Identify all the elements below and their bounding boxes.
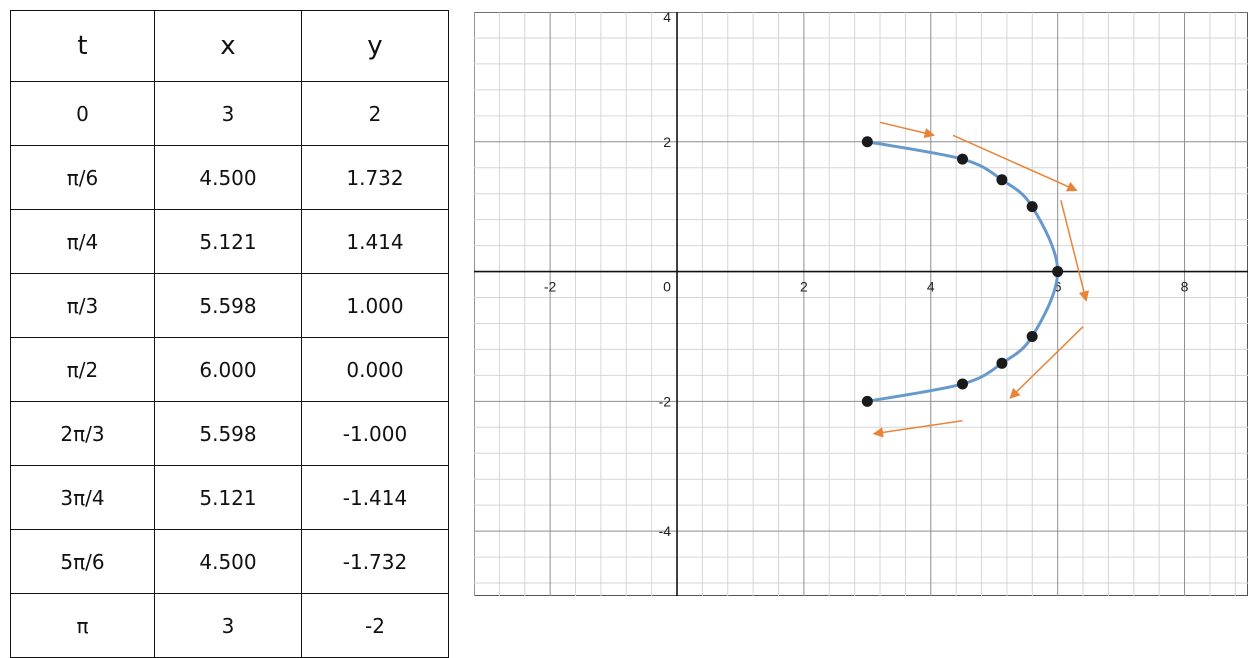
cell-t: π/3	[10, 273, 155, 338]
table-header-row: t x y	[10, 10, 449, 82]
cell-x: 5.121	[154, 209, 302, 274]
cell-t: π/6	[10, 145, 155, 210]
data-points	[861, 136, 1064, 407]
direction-arrow	[879, 121, 935, 139]
cell-t: 2π/3	[10, 401, 155, 466]
x-tick-label: 2	[800, 279, 808, 295]
table-row: 3π/4 5.121 -1.414	[10, 465, 449, 530]
cell-t: π/4	[10, 209, 155, 274]
cell-x: 5.598	[154, 401, 302, 466]
y-tick-label: 2	[663, 134, 671, 150]
cell-y: -2	[301, 593, 449, 658]
x-tick-label: 0	[663, 279, 671, 295]
data-point	[996, 357, 1008, 369]
data-point	[957, 153, 969, 165]
header-y: y	[301, 10, 449, 82]
cell-t: 0	[10, 81, 155, 146]
cell-t: 3π/4	[10, 465, 155, 530]
table-row: 0 3 2	[10, 81, 449, 146]
cell-y: -1.414	[301, 465, 449, 530]
cell-x: 3	[154, 593, 302, 658]
parametric-plot: -2 0 2 4 6 8 4 2 -2 -4	[474, 12, 1248, 596]
data-point	[1026, 201, 1038, 213]
x-tick-label: 6	[1054, 279, 1062, 295]
data-point	[957, 378, 969, 390]
direction-arrow	[1009, 326, 1084, 399]
header-t: t	[10, 10, 155, 82]
minor-grid	[474, 12, 1248, 596]
table-row: π/2 6.000 0.000	[10, 337, 449, 402]
data-point	[1052, 266, 1064, 278]
axes	[474, 12, 1248, 596]
data-point	[861, 395, 873, 407]
cell-t: 5π/6	[10, 529, 155, 594]
cell-x: 4.500	[154, 145, 302, 210]
table-row: π/4 5.121 1.414	[10, 209, 449, 274]
cell-t: π	[10, 593, 155, 658]
direction-arrow	[1060, 199, 1089, 302]
cell-y: -1.000	[301, 401, 449, 466]
y-tick-label: -2	[659, 393, 672, 409]
cell-x: 6.000	[154, 337, 302, 402]
data-point	[861, 136, 873, 148]
y-tick-label: 4	[663, 12, 671, 25]
cell-y: 1.000	[301, 273, 449, 338]
direction-arrow	[872, 420, 963, 438]
cell-x: 5.121	[154, 465, 302, 530]
major-grid	[474, 12, 1248, 596]
x-tick-label: 8	[1181, 279, 1189, 295]
x-tick-label: 4	[927, 279, 935, 295]
cell-y: 2	[301, 81, 449, 146]
x-tick-label: -2	[544, 279, 557, 295]
table-row: 2π/3 5.598 -1.000	[10, 401, 449, 466]
table-row: π/6 4.500 1.732	[10, 145, 449, 210]
table-row: π 3 -2	[10, 593, 449, 658]
plot-frame	[474, 12, 1248, 596]
cell-y: 1.732	[301, 145, 449, 210]
direction-arrows	[872, 121, 1089, 438]
table-row: 5π/6 4.500 -1.732	[10, 529, 449, 594]
cell-t: π/2	[10, 337, 155, 402]
y-tick-label: -4	[659, 523, 672, 539]
direction-arrow	[952, 134, 1078, 192]
cell-x: 4.500	[154, 529, 302, 594]
values-table: t x y 0 3 2 π/6 4.500 1.732 π/4 5.121 1.…	[10, 10, 449, 658]
table-row: π/3 5.598 1.000	[10, 273, 449, 338]
cell-y: -1.732	[301, 529, 449, 594]
data-point	[996, 174, 1008, 186]
data-point	[1026, 330, 1038, 342]
cell-x: 5.598	[154, 273, 302, 338]
cell-x: 3	[154, 81, 302, 146]
cell-y: 0.000	[301, 337, 449, 402]
tick-labels: -2 0 2 4 6 8 4 2 -2 -4	[544, 12, 1189, 539]
cell-y: 1.414	[301, 209, 449, 274]
header-x: x	[154, 10, 302, 82]
